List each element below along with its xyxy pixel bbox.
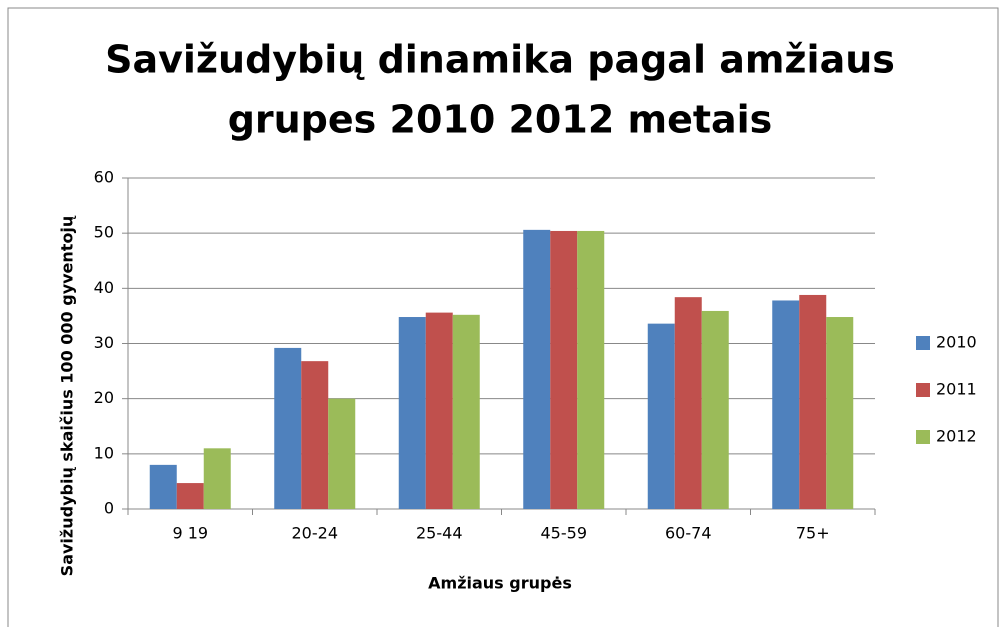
- bar: [799, 294, 827, 509]
- bar: [398, 317, 426, 509]
- chart-title: grupes 2010 2012 metais: [228, 98, 773, 142]
- bar: [550, 230, 578, 509]
- chart-title: Savižudybių dinamika pagal amžiaus: [105, 38, 895, 82]
- y-tick-label: 0: [104, 499, 114, 518]
- legend-swatch: [916, 336, 930, 350]
- legend-swatch: [916, 430, 930, 444]
- bar: [176, 483, 204, 509]
- legend-swatch: [916, 383, 930, 397]
- x-tick-label: 75+: [796, 524, 830, 543]
- bar: [674, 297, 702, 509]
- bar: [826, 317, 854, 509]
- y-tick-label: 30: [94, 333, 114, 352]
- bar: [203, 448, 231, 509]
- x-tick-label: 9 19: [172, 524, 208, 543]
- legend-label: 2012: [936, 427, 977, 446]
- y-tick-label: 10: [94, 443, 114, 462]
- x-tick-label: 60-74: [665, 524, 712, 543]
- bar: [577, 230, 605, 509]
- y-tick-label: 20: [94, 388, 114, 407]
- legend-label: 2011: [936, 380, 977, 399]
- y-tick-label: 40: [94, 278, 114, 297]
- legend-label: 2010: [936, 333, 977, 352]
- bar: [647, 323, 675, 509]
- bar: [523, 229, 551, 509]
- x-tick-label: 45-59: [541, 524, 588, 543]
- y-tick-label: 50: [94, 223, 114, 242]
- bar: [425, 312, 453, 509]
- bar: [149, 464, 177, 509]
- y-tick-label: 60: [94, 168, 114, 187]
- bar: [772, 300, 800, 509]
- x-axis-label: Amžiaus grupės: [428, 574, 572, 593]
- bar: [701, 310, 729, 509]
- bar: [328, 398, 356, 509]
- bar: [301, 361, 329, 509]
- bar: [274, 347, 302, 509]
- x-tick-label: 20-24: [292, 524, 339, 543]
- y-axis-label: Savižudybių skaičius 100 000 gyventojų: [58, 215, 77, 576]
- x-tick-label: 25-44: [416, 524, 463, 543]
- bar: [452, 314, 480, 509]
